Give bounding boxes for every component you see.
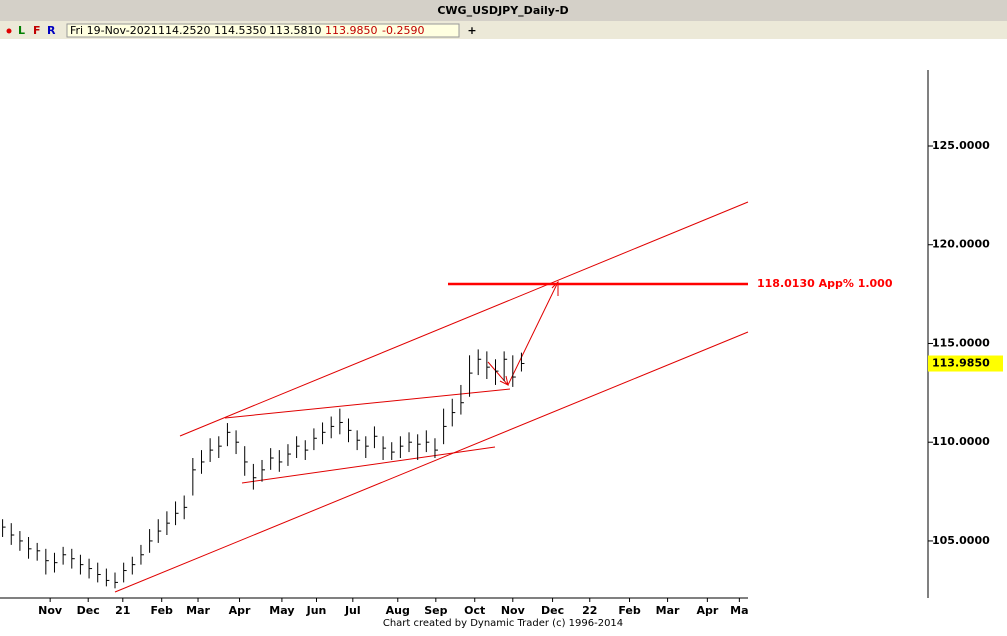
toolbar-button[interactable]: R <box>47 24 56 37</box>
info-low: 113.5810 <box>269 24 322 37</box>
x-tick-label: Jul <box>344 604 361 617</box>
status-dot <box>6 28 12 34</box>
x-tick-label: Aug <box>386 604 410 617</box>
info-date: Fri 19-Nov-2021 <box>70 24 158 37</box>
info-change: -0.2590 <box>382 24 424 37</box>
x-tick-label: Nov <box>38 604 63 617</box>
x-tick-label: Mar <box>656 604 680 617</box>
last-price-box <box>928 355 1003 372</box>
target-label: 118.0130 App% 1.000 <box>757 277 893 290</box>
toolbar-button[interactable]: L <box>18 24 25 37</box>
inner-upper-line <box>224 388 511 419</box>
last-price-label: 113.9850 <box>932 357 990 370</box>
x-tick-label: Sep <box>424 604 447 617</box>
x-tick-label: May <box>269 604 294 617</box>
x-tick-label: Jun <box>306 604 327 617</box>
inner-lower-line <box>241 446 496 484</box>
info-box <box>66 23 460 38</box>
y-tick-label: 120.0000 <box>932 238 990 251</box>
y-tick-label: 110.0000 <box>932 435 990 448</box>
add-button[interactable]: + <box>467 24 476 37</box>
x-tick-label: Feb <box>151 604 174 617</box>
x-tick-label: Apr <box>696 604 718 617</box>
info-close: 113.9850 <box>325 24 378 37</box>
projection-arrow <box>487 281 559 386</box>
x-tick-label: Oct <box>464 604 485 617</box>
x-tick-label: Ma <box>730 604 748 617</box>
y-tick-label: 105.0000 <box>932 534 990 547</box>
x-tick-label: 21 <box>115 604 130 617</box>
arrow-head <box>499 375 509 386</box>
x-tick-label: Mar <box>186 604 210 617</box>
title-bar <box>0 0 1007 21</box>
info-open: 114.2520 <box>158 24 211 37</box>
toolbar-button[interactable]: F <box>33 24 41 37</box>
upper-channel <box>179 201 749 437</box>
y-tick-label: 125.0000 <box>932 139 990 152</box>
info-high: 114.5350 <box>214 24 267 37</box>
x-tick-label: Dec <box>77 604 100 617</box>
lower-channel <box>114 331 749 593</box>
trend-lines <box>114 201 749 593</box>
x-tick-label: Apr <box>229 604 251 617</box>
x-tick-label: Feb <box>618 604 641 617</box>
footer: Chart created by Dynamic Trader (c) 1996… <box>383 618 623 629</box>
x-tick-label: Nov <box>501 604 526 617</box>
y-tick-label: 115.0000 <box>932 336 990 349</box>
x-tick-label: 22 <box>582 604 597 617</box>
chart-title: CWG_USDJPY_Daily-D <box>437 4 568 17</box>
x-tick-label: Dec <box>541 604 564 617</box>
arrow-head <box>551 280 559 296</box>
